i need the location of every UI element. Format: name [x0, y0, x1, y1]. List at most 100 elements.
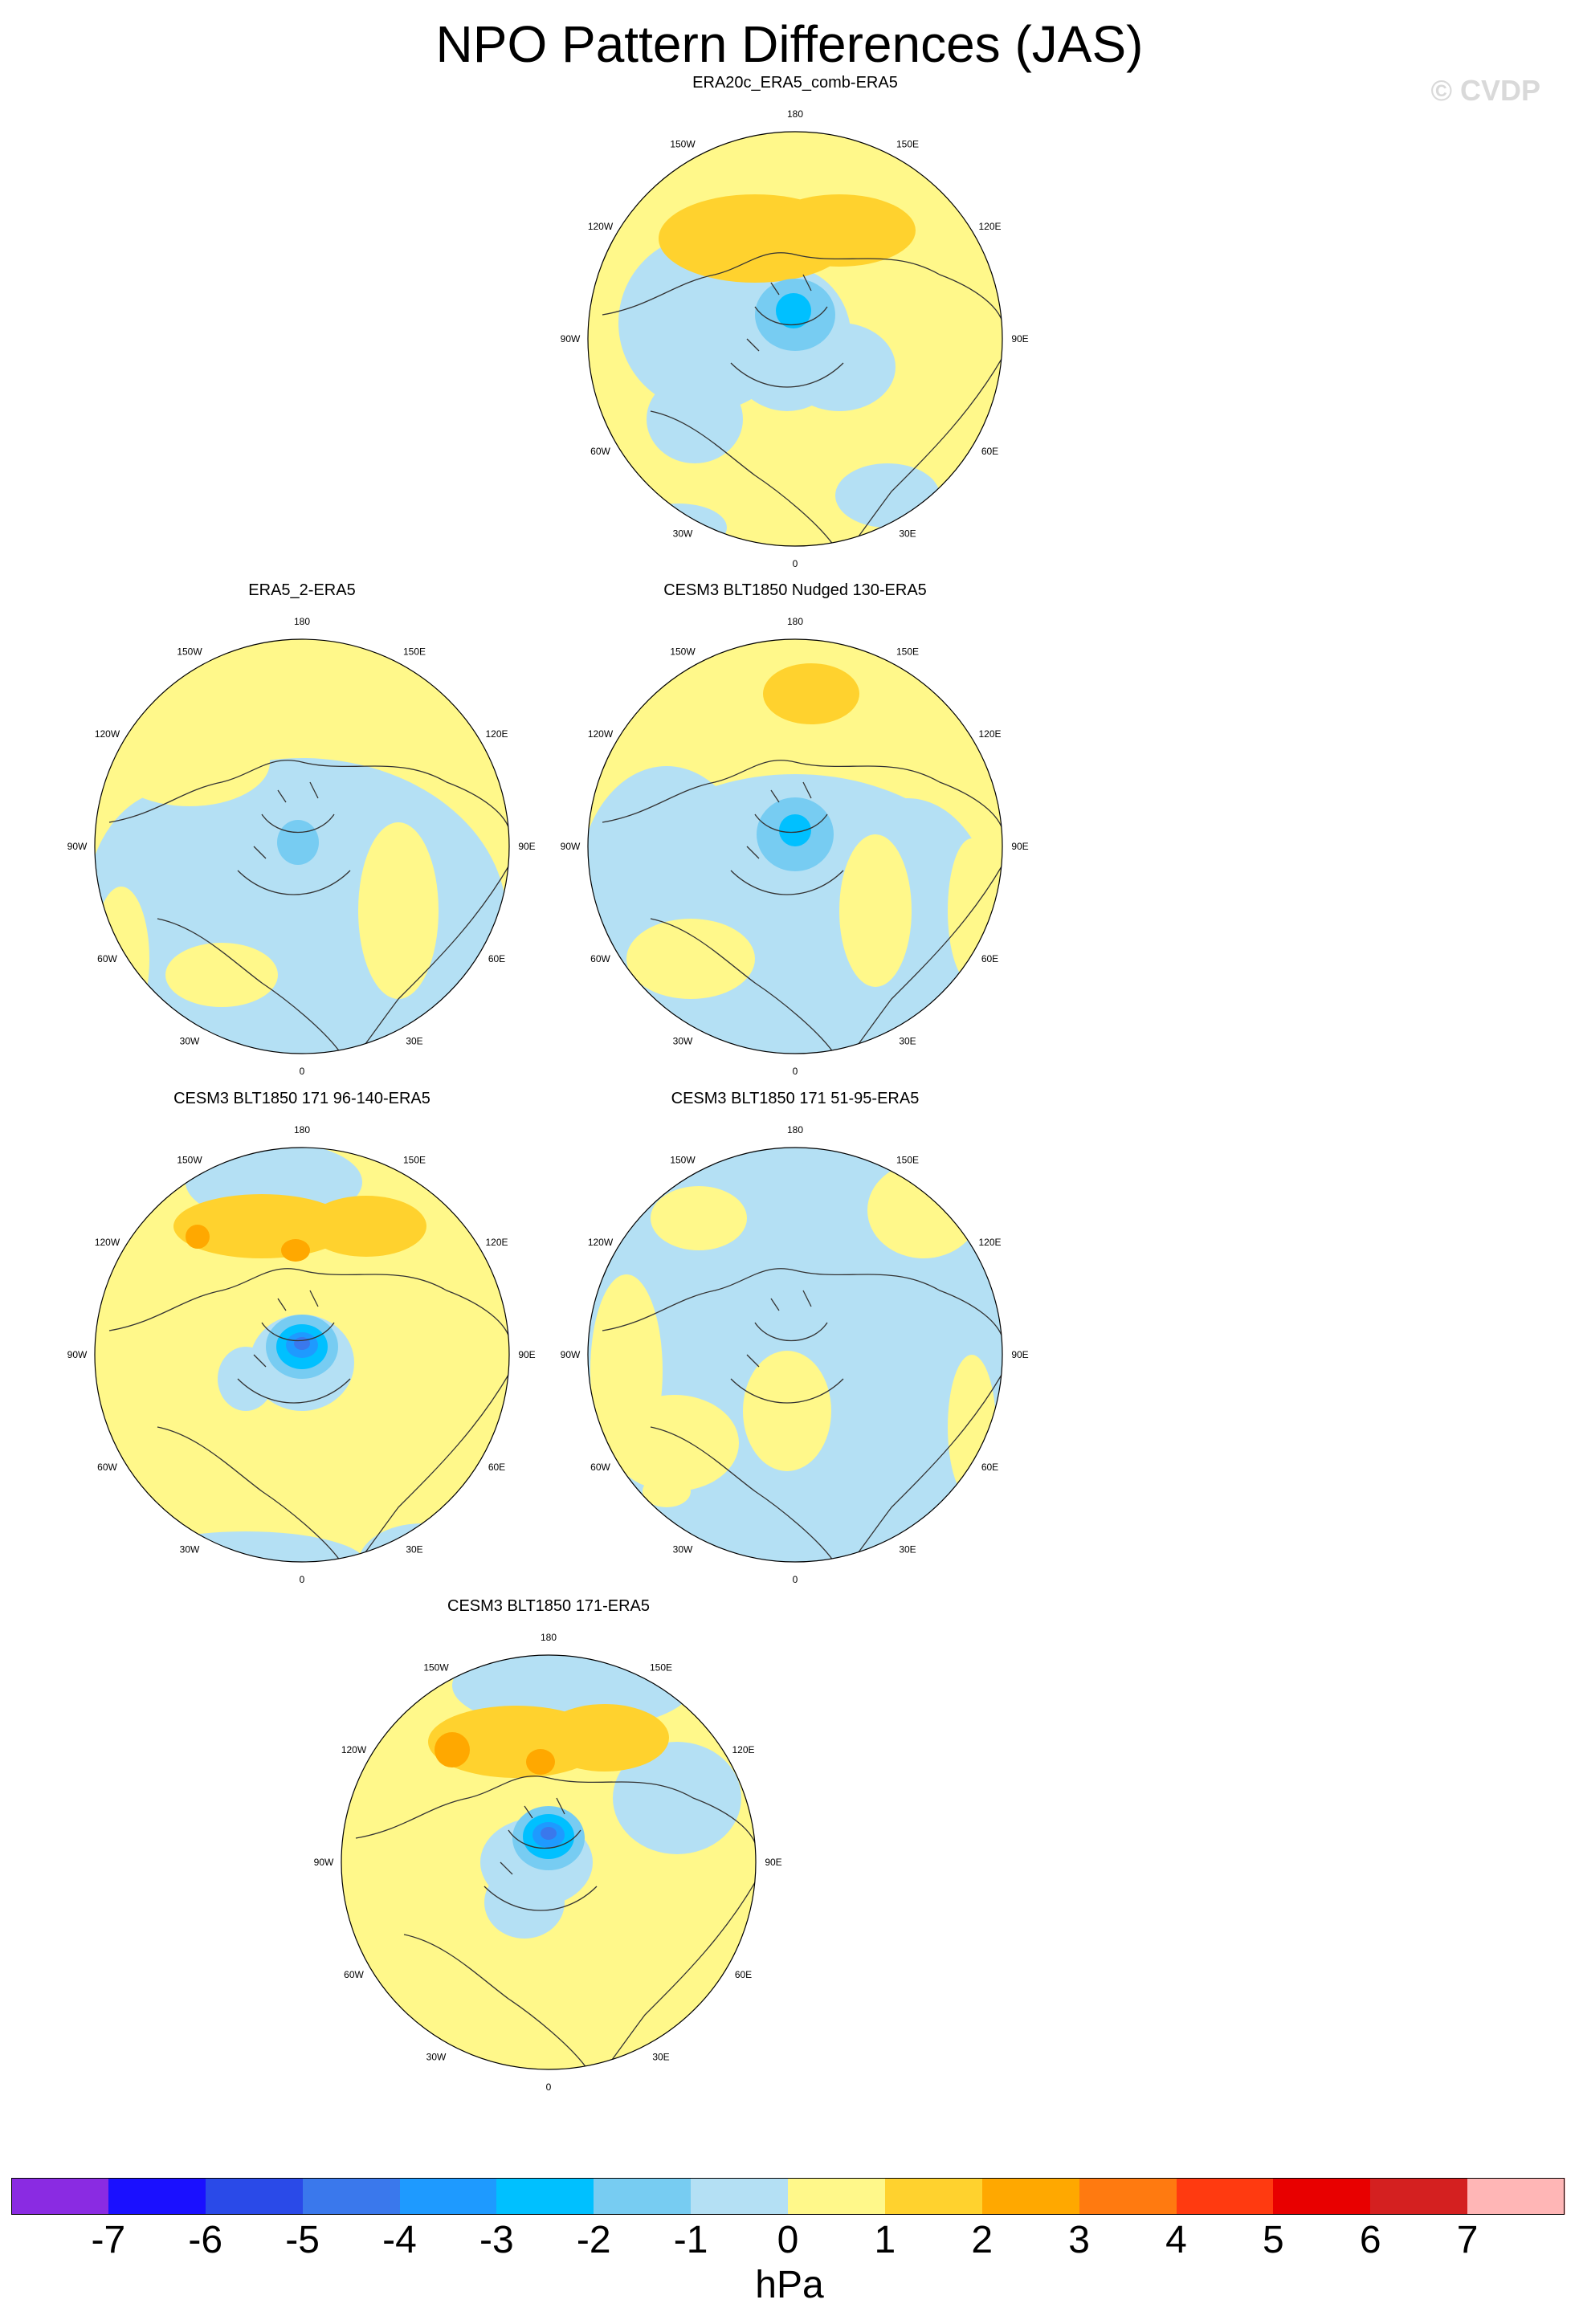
colorbar-swatch [1079, 2178, 1177, 2215]
coastline [602, 760, 1002, 1054]
map-panel: ERA20c_ERA5_comb-ERA5 180 150E 120E 90E 60E 30… [554, 74, 1036, 572]
anomaly-fill [341, 1655, 756, 2069]
longitude-label: 30E [899, 1544, 916, 1555]
colorbar-swatch [1467, 2178, 1565, 2215]
contour-region [743, 1351, 831, 1471]
map-boundary [587, 1147, 1003, 1563]
colorbar [11, 2178, 1566, 2216]
longitude-label: 0 [546, 2081, 552, 2093]
colorbar-tick-label: -3 [479, 2219, 514, 2261]
contour-region [541, 1827, 557, 1840]
longitude-label: 150W [177, 1155, 202, 1166]
contour-region [839, 834, 912, 987]
colorbar-tick-label: 1 [874, 2219, 896, 2261]
polar-map: 180 150E 120E 90E 60E 30E 0 30W 60W 90W 120W 150W [561, 616, 1029, 1077]
longitude-label: 60W [590, 446, 610, 457]
coastline [602, 252, 1002, 546]
longitude-label: 150E [896, 1155, 919, 1166]
longitude-label: 150W [423, 1662, 449, 1674]
colorbar-swatch [496, 2178, 594, 2215]
map-panel: CESM3 BLT1850 171 96-140-ERA5 180 150E 120E… [61, 1090, 543, 1588]
longitude-label: 0 [300, 1574, 305, 1585]
longitude-label: 120E [485, 728, 508, 740]
longitude-label: 90E [1011, 1349, 1028, 1360]
map-boundary [341, 1654, 757, 2070]
longitude-label: 0 [793, 558, 798, 569]
colorbar-swatch [399, 2178, 497, 2215]
colorbar-tick-label: 4 [1165, 2219, 1187, 2261]
colorbar-tick-label: 7 [1456, 2219, 1479, 2261]
colorbar-swatch [788, 2178, 886, 2215]
colorbar-tick-label: -5 [285, 2219, 320, 2261]
longitude-label: 0 [793, 1066, 798, 1077]
longitude-label: 120E [732, 1744, 754, 1755]
contour-region [277, 820, 319, 865]
longitude-label: 60W [344, 1969, 364, 1980]
contour-region [651, 1186, 747, 1250]
contour-region [613, 1742, 741, 1854]
longitude-label: 60E [981, 1462, 998, 1473]
longitude-label: 120W [341, 1744, 367, 1755]
longitude-label: 150E [650, 1662, 672, 1674]
longitude-label: 90E [518, 841, 535, 852]
contour-region [186, 1225, 210, 1249]
longitude-label: 30E [652, 2052, 669, 2063]
longitude-label: 180 [294, 616, 310, 627]
longitude-label: 150E [896, 139, 919, 150]
contour-region [763, 194, 916, 267]
anomaly-fill [95, 639, 509, 1054]
longitude-label: 120E [978, 728, 1001, 740]
coastline [108, 1268, 509, 1562]
map-boundary [587, 131, 1003, 547]
contour-region [763, 663, 859, 724]
colorbar-tick-label: 6 [1359, 2219, 1381, 2261]
longitude-label: 60E [981, 446, 998, 457]
colorbar-tick-label: -2 [576, 2219, 611, 2261]
longitude-label: 150E [403, 646, 426, 658]
contour-region [634, 1467, 956, 1562]
colorbar-tick-label: 0 [777, 2219, 799, 2261]
contour-region [358, 822, 439, 999]
colorbar-swatch [11, 2178, 109, 2215]
colorbar-swatch [108, 2178, 206, 2215]
cvdp-credit: © CVDP [1430, 74, 1540, 107]
contour-region [294, 1337, 310, 1350]
contour-region [541, 1704, 669, 1772]
longitude-label: 60E [981, 953, 998, 964]
longitude-label: 120W [95, 728, 120, 740]
anomaly-fill [588, 132, 1002, 546]
longitude-label: 30W [180, 1036, 200, 1047]
polar-map: 180 150E 120E 90E 60E 30E 0 30W 60W 90W 120W 150W [561, 1124, 1029, 1585]
longitude-label: 120W [95, 1237, 120, 1248]
longitude-label: 150W [670, 646, 696, 658]
longitude-label: 120W [588, 221, 614, 232]
map-boundary [587, 638, 1003, 1054]
longitude-label: 30W [673, 1544, 693, 1555]
colorbar-swatch [1273, 2178, 1371, 2215]
longitude-label: 150E [403, 1155, 426, 1166]
map-panel: CESM3 BLT1850 171 51-95-ERA5 180 150E 120E 9… [554, 1090, 1036, 1588]
longitude-label: 30E [406, 1036, 422, 1047]
longitude-label: 90E [765, 1857, 781, 1868]
longitude-label: 120W [588, 1237, 614, 1248]
map-boundary [94, 1147, 510, 1563]
contour-region [647, 375, 743, 463]
longitude-label: 30E [406, 1544, 422, 1555]
map-panel: CESM3 BLT1850 Nudged 130-ERA5 180 150E 120E… [554, 581, 1036, 1079]
anomaly-fill [588, 1148, 1002, 1562]
longitude-label: 180 [294, 1124, 310, 1135]
contour-region [867, 1162, 980, 1258]
longitude-label: 60E [488, 1462, 505, 1473]
longitude-label: 180 [787, 1124, 803, 1135]
longitude-label: 120E [978, 1237, 1001, 1248]
longitude-label: 150W [670, 1155, 696, 1166]
contour-region [109, 718, 270, 806]
longitude-label: 90W [561, 1349, 581, 1360]
contour-region [435, 1732, 470, 1767]
panel-title: CESM3 BLT1850 171-ERA5 [447, 1597, 650, 1615]
longitude-label: 180 [787, 108, 803, 120]
longitude-label: 60E [735, 1969, 752, 1980]
anomaly-fill [588, 639, 1002, 1054]
contour-region [610, 1395, 739, 1491]
longitude-label: 30E [899, 528, 916, 540]
